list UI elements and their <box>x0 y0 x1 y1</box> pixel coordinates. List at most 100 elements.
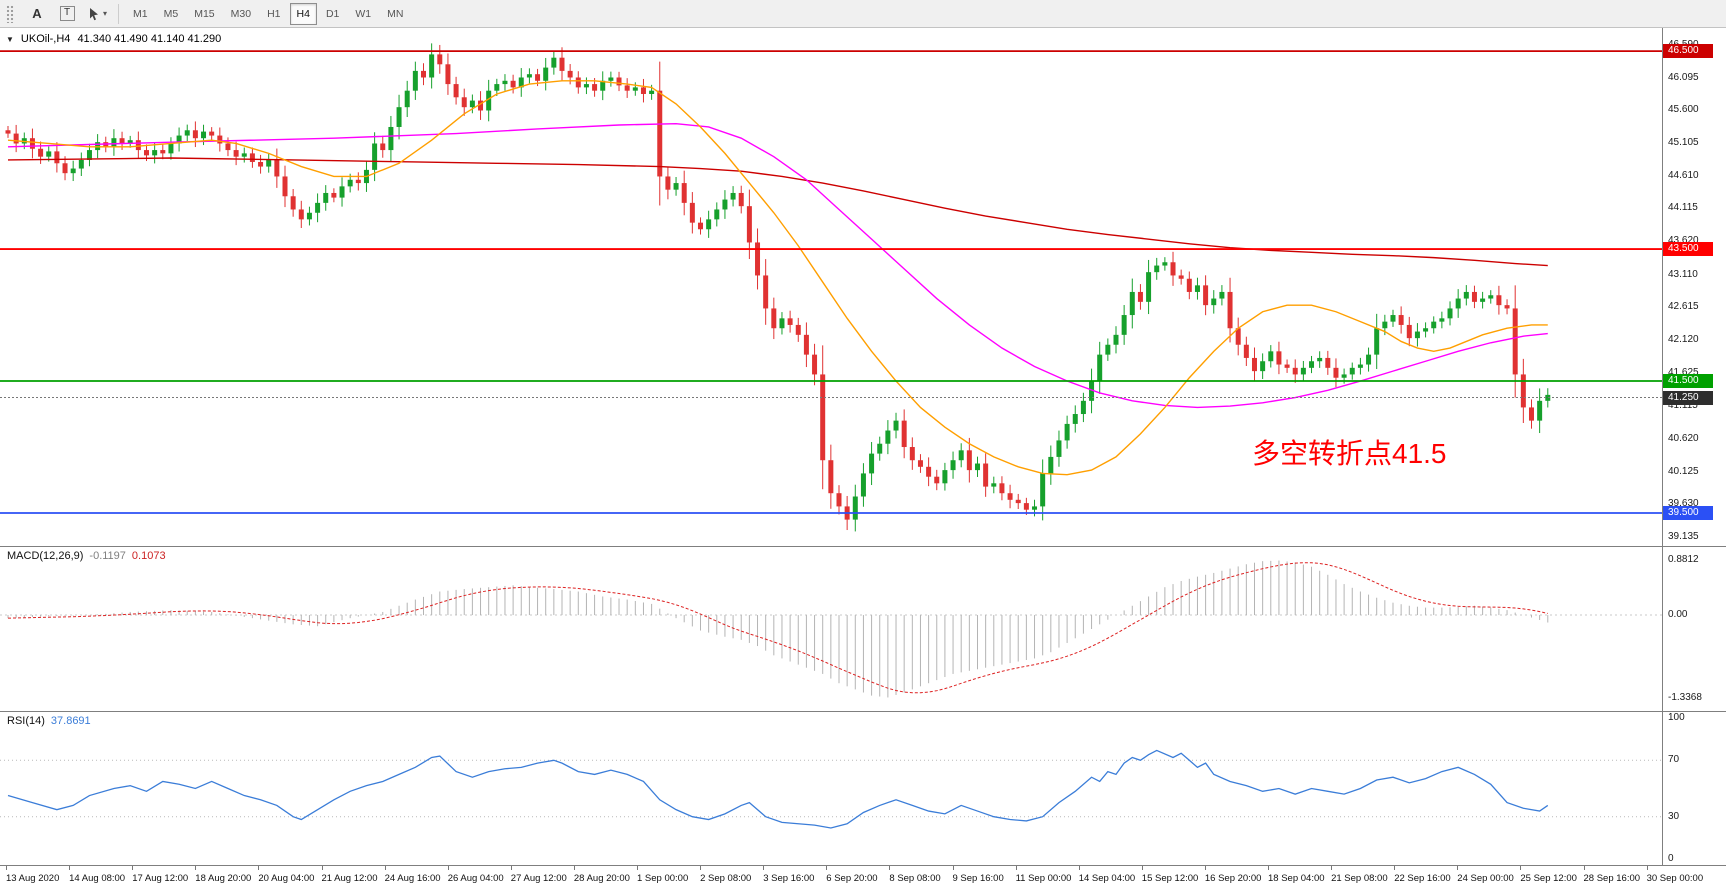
rsi-value: 37.8691 <box>50 715 91 727</box>
timeframe-m30-button[interactable]: M30 <box>230 7 252 20</box>
time-axis-tick <box>1015 866 1017 870</box>
macd-tick-label: -1.3368 <box>1668 691 1702 703</box>
time-axis-label: 11 Sep 00:00 <box>1015 873 1072 884</box>
time-axis-tick <box>195 866 197 870</box>
time-axis-tick <box>1331 866 1333 870</box>
time-axis-tick <box>952 866 954 870</box>
time-axis-label: 3 Sep 16:00 <box>763 873 815 884</box>
macd-label: MACD(12,26,9) -0.1197 0.1073 <box>7 550 166 562</box>
time-axis-tick <box>889 866 891 870</box>
time-axis-label: 25 Sep 12:00 <box>1520 873 1577 884</box>
time-axis-label: 24 Sep 00:00 <box>1457 873 1514 884</box>
timeframe-m5-button[interactable]: M5 <box>163 7 179 20</box>
time-axis-tick <box>1646 866 1648 870</box>
price-tick-label: 45.105 <box>1668 137 1699 149</box>
time-axis-tick <box>1394 866 1396 870</box>
ohlc-values: 41.340 41.490 41.140 41.290 <box>77 33 222 45</box>
time-axis-label: 30 Sep 00:00 <box>1646 873 1704 884</box>
time-axis-label: 6 Sep 20:00 <box>826 873 878 884</box>
price-tick-label: 43.110 <box>1668 268 1698 280</box>
timeframe-mn-button[interactable]: MN <box>387 7 404 20</box>
rsi-label: RSI(14) 37.8691 <box>7 715 91 727</box>
price-level-tag: 39.500 <box>1663 506 1713 520</box>
price-tick-label: 43.620 <box>1668 235 1699 247</box>
time-axis-tick <box>763 866 765 870</box>
price-tick-label: 39.630 <box>1668 498 1699 510</box>
time-axis-label: 1 Sep 00:00 <box>637 873 689 884</box>
rsi-name: RSI(14) <box>7 715 45 727</box>
timeframe-w1-button[interactable]: W1 <box>355 7 372 20</box>
price-chart-plot[interactable] <box>0 28 1662 546</box>
rsi-panel: RSI(14) 37.8691 100 70 30 0 <box>0 712 1726 866</box>
text-box-icon: T <box>59 6 75 21</box>
time-axis[interactable]: 13 Aug 2020 14 Aug 08:00 17 Aug 12:00 18 Au… <box>0 866 1726 895</box>
price-tick-label: 46.095 <box>1668 71 1699 83</box>
time-axis-label: 15 Sep 12:00 <box>1141 873 1199 884</box>
time-axis-tick <box>321 866 323 870</box>
price-level-tag: 41.500 <box>1663 374 1713 389</box>
macd-panel: MACD(12,26,9) -0.1197 0.1073 0.8812 0.00 -… <box>0 547 1726 712</box>
time-axis-tick <box>1583 866 1585 870</box>
price-tick-label: 42.615 <box>1668 301 1699 313</box>
time-axis-label: 20 Aug 04:00 <box>258 873 315 884</box>
rsi-axis[interactable]: 100 70 30 0 <box>1662 712 1726 865</box>
time-axis-label: 22 Sep 16:00 <box>1394 873 1451 884</box>
time-axis-label: 26 Aug 04:00 <box>447 873 504 884</box>
time-axis-label: 9 Sep 16:00 <box>952 873 1004 884</box>
time-axis-label: 21 Sep 08:00 <box>1331 873 1388 884</box>
macd-signal-value: 0.1073 <box>131 550 166 562</box>
time-axis-label: 18 Sep 04:00 <box>1268 873 1325 884</box>
time-axis-label: 24 Aug 16:00 <box>384 873 441 884</box>
timeframe-d1-button[interactable]: D1 <box>325 7 340 20</box>
symbol-timeframe-label: UKOil-,H4 <box>20 33 71 45</box>
time-axis-label: 18 Aug 20:00 <box>195 873 252 884</box>
time-axis-label: 27 Aug 12:00 <box>510 873 567 884</box>
pointer-tool-button[interactable]: ▾ <box>83 3 111 25</box>
time-axis-tick <box>1520 866 1522 870</box>
time-axis-label: 14 Aug 08:00 <box>69 873 126 884</box>
rsi-tick-label: 70 <box>1668 754 1680 766</box>
timeframe-m15-button[interactable]: M15 <box>194 7 215 20</box>
time-axis-tick <box>258 866 260 870</box>
time-axis-label: 21 Aug 12:00 <box>321 873 378 884</box>
toolbar-drag-handle-icon[interactable] <box>6 4 14 23</box>
time-axis-label: 16 Sep 20:00 <box>1204 873 1262 884</box>
time-axis-label: 13 Aug 2020 <box>6 873 60 884</box>
macd-name: MACD(12,26,9) <box>7 550 84 562</box>
main-price-axis[interactable]: 46.59046.09545.60045.10544.61044.11543.6… <box>1662 28 1726 546</box>
time-axis-tick <box>1078 866 1080 870</box>
text-box-tool-button[interactable]: T <box>53 3 81 25</box>
rsi-plot[interactable] <box>0 712 1662 865</box>
rsi-tick-label: 30 <box>1668 810 1680 822</box>
time-axis-tick <box>1141 866 1143 870</box>
timeframe-h4-button[interactable]: H4 <box>289 2 317 25</box>
macd-tick-label: 0.00 <box>1668 609 1688 621</box>
time-axis-label: 28 Aug 20:00 <box>573 873 630 884</box>
macd-plot[interactable] <box>0 547 1662 711</box>
macd-axis[interactable]: 0.8812 0.00 -1.3368 <box>1662 547 1726 711</box>
toolbar: A T ▾ M1 M5 M15 M30 H1 H4 D1 W1 MN <box>0 0 1726 28</box>
time-axis-tick <box>573 866 575 870</box>
timeframe-h1-button[interactable]: H1 <box>267 7 281 20</box>
chart-title-bar: ▼ UKOil-,H4 41.340 41.490 41.140 41.290 <box>6 33 221 45</box>
collapse-arrow-icon[interactable]: ▼ <box>6 34 14 44</box>
time-axis-label: 28 Sep 16:00 <box>1583 873 1641 884</box>
time-axis-tick <box>1204 866 1206 870</box>
price-tick-label: 45.600 <box>1668 104 1699 116</box>
price-tick-label: 40.125 <box>1668 465 1699 477</box>
timeframe-m1-button[interactable]: M1 <box>133 7 148 20</box>
chart-text-annotation[interactable]: 多空转折点41.5 <box>1252 438 1447 469</box>
time-axis-tick <box>510 866 512 870</box>
time-axis-tick <box>1457 866 1459 870</box>
time-axis-label: 2 Sep 08:00 <box>700 873 752 884</box>
cursor-arrow-icon <box>90 7 98 20</box>
price-level-tag: 43.500 <box>1663 242 1713 257</box>
time-axis-tick <box>1268 866 1269 870</box>
macd-tick-label: 0.8812 <box>1668 554 1699 566</box>
macd-value: -0.1197 <box>89 550 126 562</box>
price-tick-label: 44.115 <box>1668 202 1698 214</box>
price-tick-label: 41.625 <box>1668 366 1699 378</box>
text-annotation-tool-button[interactable]: A <box>32 6 42 21</box>
price-tick-label: 42.120 <box>1668 334 1699 346</box>
